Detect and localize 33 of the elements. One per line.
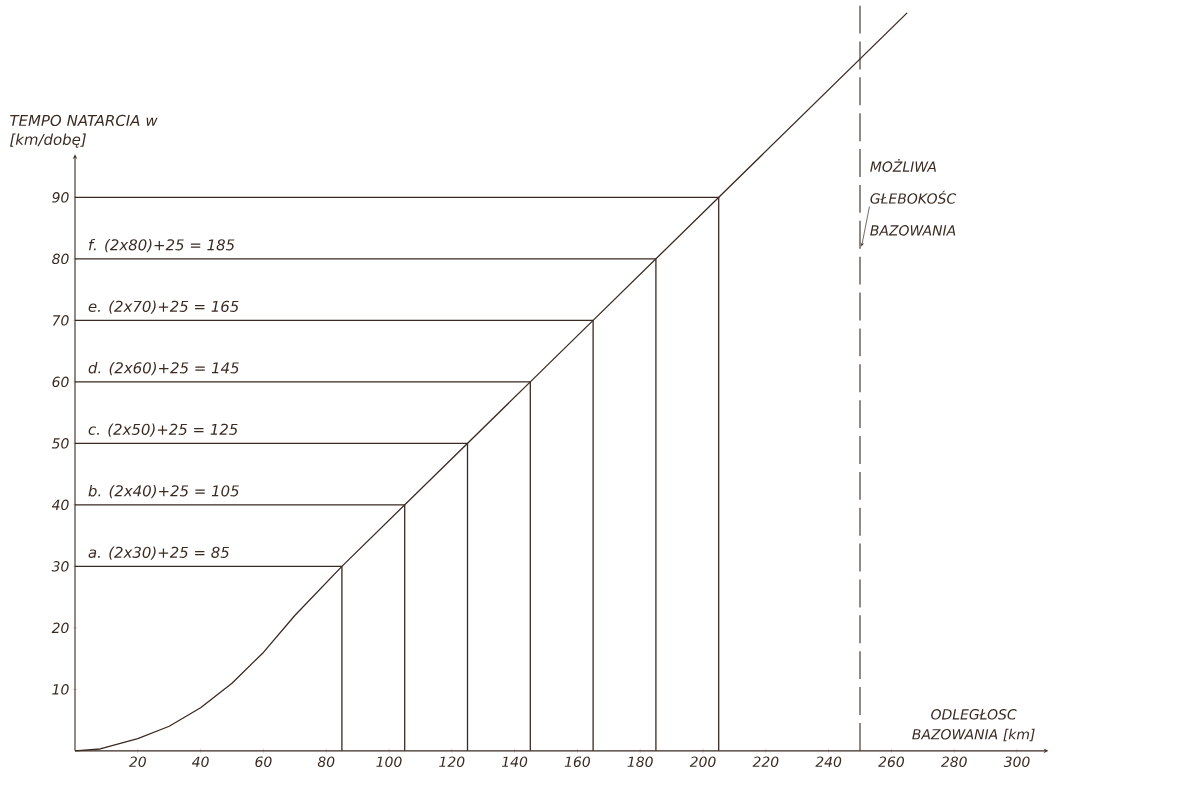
- y-tick-label: 40: [51, 499, 69, 511]
- x-tick-label: 300: [1003, 756, 1030, 768]
- y-tick-label: 10: [52, 684, 69, 695]
- x-tick-label: 120: [439, 756, 465, 768]
- y-tick-label: 50: [51, 438, 69, 449]
- x-tick-label: 200: [689, 756, 716, 768]
- annotation: e. (2x70)+25 = 165: [88, 300, 239, 314]
- x-tick-label: 260: [878, 756, 905, 768]
- y-tick-label: 70: [52, 315, 69, 326]
- x-tick-label: 220: [752, 756, 779, 768]
- x-tick-label: 20: [128, 756, 146, 768]
- x-axis-title: ODLEGŁOSC BAZOWANIA [km]: [912, 709, 1035, 742]
- x-tick-label: 80: [317, 756, 335, 768]
- x-tick-label: 60: [255, 756, 272, 768]
- x-tick-label: 160: [564, 756, 591, 768]
- y-tick-label: 30: [51, 561, 69, 572]
- y-tick-label: 80: [52, 253, 69, 265]
- annotation: a. (2x30)+25 = 85: [88, 546, 229, 560]
- annotation: c. (2x50)+25 = 125: [88, 423, 238, 437]
- x-tick-label: 140: [501, 756, 528, 768]
- x-tick-label: 180: [627, 756, 653, 768]
- x-tick-label: 40: [191, 756, 209, 768]
- y-tick-label: 90: [52, 192, 69, 203]
- x-tick-label: 280: [940, 756, 967, 768]
- y-tick-label: 60: [52, 376, 69, 388]
- annotation: f. (2x80)+25 = 185: [88, 239, 235, 253]
- text: MOŻLIWA GŁEBOKOŚC BAZOWANIA: [870, 159, 957, 236]
- y-tick-label: 20: [51, 622, 69, 634]
- x-tick-label: 240: [815, 756, 842, 768]
- x-tick-label: 100: [376, 756, 402, 768]
- annotation: d. (2x60)+25 = 145: [88, 362, 239, 376]
- y-axis-title: TEMPO NATARCIA w [km/dobę]: [10, 114, 158, 148]
- annotation: b. (2x40)+25 = 105: [88, 485, 239, 499]
